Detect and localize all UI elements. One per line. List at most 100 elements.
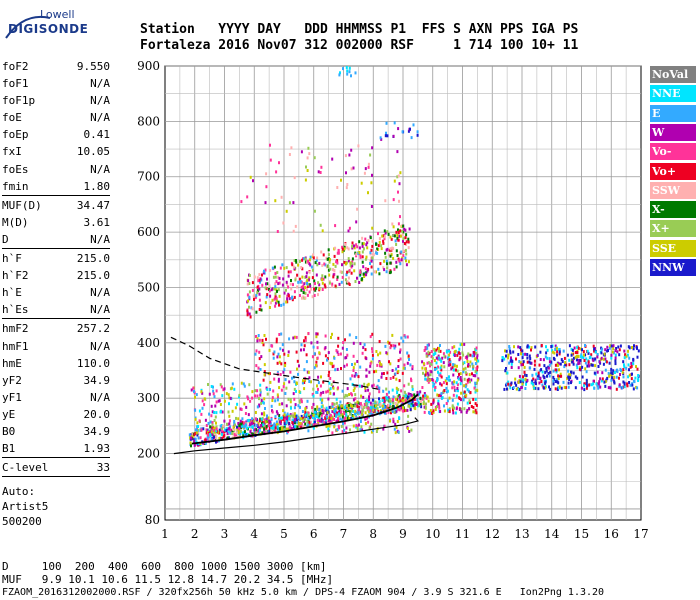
echo-point <box>396 420 399 423</box>
param-value: 10.05 <box>76 145 110 159</box>
echo-point <box>350 416 353 420</box>
echo-point <box>273 287 275 291</box>
echo-point <box>567 369 570 373</box>
echo-point <box>585 381 588 385</box>
echo-point <box>196 429 199 433</box>
echo-point <box>365 402 368 406</box>
echo-point <box>386 230 389 234</box>
echo-point <box>354 397 357 401</box>
echo-point <box>277 417 280 421</box>
echo-point <box>609 344 612 348</box>
echo-point <box>382 239 385 243</box>
echo-point <box>277 352 280 356</box>
param-row: yE 20.0 <box>2 406 110 423</box>
echo-point <box>285 300 288 304</box>
echo-point <box>385 405 388 409</box>
echo-point <box>371 347 373 351</box>
echo-point <box>271 399 274 402</box>
echo-point <box>383 237 386 241</box>
echo-point <box>308 152 311 156</box>
echo-point <box>200 390 203 394</box>
echo-point <box>369 401 372 405</box>
echo-point <box>438 406 441 410</box>
echo-point <box>450 367 453 371</box>
echo-point <box>349 410 352 414</box>
echo-point <box>452 368 455 372</box>
echo-point <box>231 429 234 433</box>
echo-point <box>279 420 281 424</box>
echo-point <box>248 282 251 285</box>
echo-point <box>270 288 273 292</box>
echo-point <box>248 290 251 294</box>
echo-point <box>308 270 311 274</box>
echo-point <box>394 422 397 426</box>
echo-point <box>557 374 560 378</box>
echo-point <box>297 280 300 284</box>
echo-point <box>343 245 346 249</box>
echo-point <box>320 405 323 409</box>
echo-point <box>285 280 288 284</box>
echo-point <box>263 373 266 377</box>
echo-point <box>283 413 286 417</box>
echo-point <box>243 430 246 434</box>
echo-point <box>573 356 575 360</box>
lower-profile <box>173 417 420 455</box>
echo-point <box>583 388 586 392</box>
echo-point <box>411 367 414 371</box>
echo-point <box>517 345 520 349</box>
echo-point <box>336 275 339 279</box>
echo-point <box>439 344 441 347</box>
echo-point <box>265 185 268 189</box>
echo-point <box>263 370 266 374</box>
echo-point <box>530 381 533 385</box>
echo-point <box>368 400 370 404</box>
echo-point <box>568 363 571 367</box>
echo-point <box>408 227 411 231</box>
echo-point <box>295 389 297 393</box>
echo-point <box>340 424 343 428</box>
echo-point <box>316 263 319 267</box>
echo-point <box>253 275 256 279</box>
echo-point <box>305 360 308 364</box>
echo-point <box>346 246 349 250</box>
echo-point <box>300 343 303 347</box>
echo-point <box>394 396 397 400</box>
echo-point <box>315 286 318 290</box>
x-tick-label: 13 <box>514 527 529 541</box>
echo-point <box>367 239 370 242</box>
echo-point <box>463 384 466 388</box>
param-row: foF1 N/A <box>2 75 110 92</box>
echo-point <box>546 374 548 378</box>
echo-point <box>302 295 305 299</box>
echo-point <box>434 406 437 409</box>
echo-point <box>354 393 357 397</box>
echo-point <box>588 383 591 387</box>
echo-point <box>399 262 402 266</box>
echo-point <box>356 402 359 406</box>
echo-point <box>517 353 520 356</box>
echo-point <box>400 408 403 412</box>
echo-point <box>535 382 537 386</box>
echo-point <box>568 358 571 362</box>
echo-point <box>371 244 374 248</box>
echo-point <box>510 366 513 369</box>
x-tick-label: 3 <box>221 527 229 541</box>
echo-point <box>324 346 327 350</box>
echo-point <box>375 406 378 409</box>
echo-point <box>593 347 596 351</box>
echo-point <box>339 71 341 75</box>
echo-point <box>538 363 541 367</box>
echo-point <box>222 435 225 438</box>
echo-point <box>426 343 429 347</box>
legend-item-e: E <box>650 104 696 122</box>
echo-point <box>460 410 463 414</box>
echo-point <box>576 366 579 370</box>
echo-point <box>295 420 298 424</box>
param-value: N/A <box>90 286 110 300</box>
echo-point <box>255 349 258 353</box>
y-tick-label: 300 <box>137 391 160 405</box>
echo-point <box>206 428 209 432</box>
echo-point <box>320 401 323 405</box>
echo-point <box>217 430 220 434</box>
echo-point <box>390 253 393 257</box>
